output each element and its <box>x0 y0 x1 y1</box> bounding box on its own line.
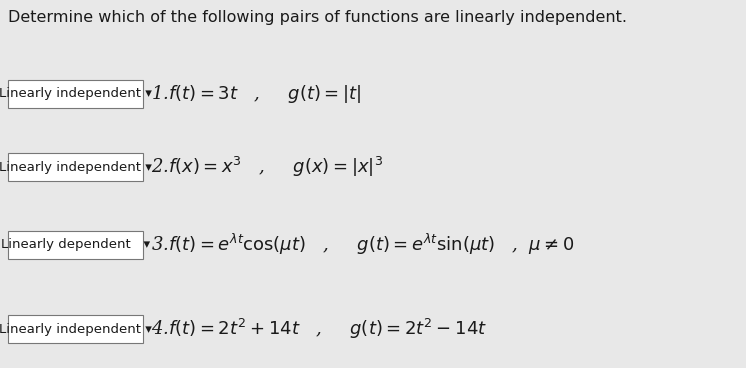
FancyBboxPatch shape <box>8 80 143 108</box>
Text: Determine which of the following pairs of functions are linearly independent.: Determine which of the following pairs o… <box>8 10 627 25</box>
Text: Linearly independent ▾: Linearly independent ▾ <box>0 323 152 336</box>
FancyBboxPatch shape <box>8 315 143 343</box>
Text: Linearly independent ▾: Linearly independent ▾ <box>0 87 152 100</box>
FancyBboxPatch shape <box>8 153 143 181</box>
Text: 2.$f(x) = x^3$   ,     $g(x) = |x|^3$: 2.$f(x) = x^3$ , $g(x) = |x|^3$ <box>151 155 383 180</box>
Text: 3.$f(t) = e^{\lambda t}\cos(\mu t)$   ,     $g(t) = e^{\lambda t}\sin(\mu t)$   : 3.$f(t) = e^{\lambda t}\cos(\mu t)$ , $g… <box>151 232 574 257</box>
Text: Linearly independent ▾: Linearly independent ▾ <box>0 161 152 174</box>
Text: 4.$f(t) = 2t^2 + 14t$   ,     $g(t) = 2t^2 - 14t$: 4.$f(t) = 2t^2 + 14t$ , $g(t) = 2t^2 - 1… <box>151 317 487 342</box>
Text: Linearly dependent   ▾: Linearly dependent ▾ <box>1 238 150 251</box>
FancyBboxPatch shape <box>8 231 143 259</box>
Text: 1.$f(t) = 3t$   ,     $g(t) = |t|$: 1.$f(t) = 3t$ , $g(t) = |t|$ <box>151 83 361 105</box>
